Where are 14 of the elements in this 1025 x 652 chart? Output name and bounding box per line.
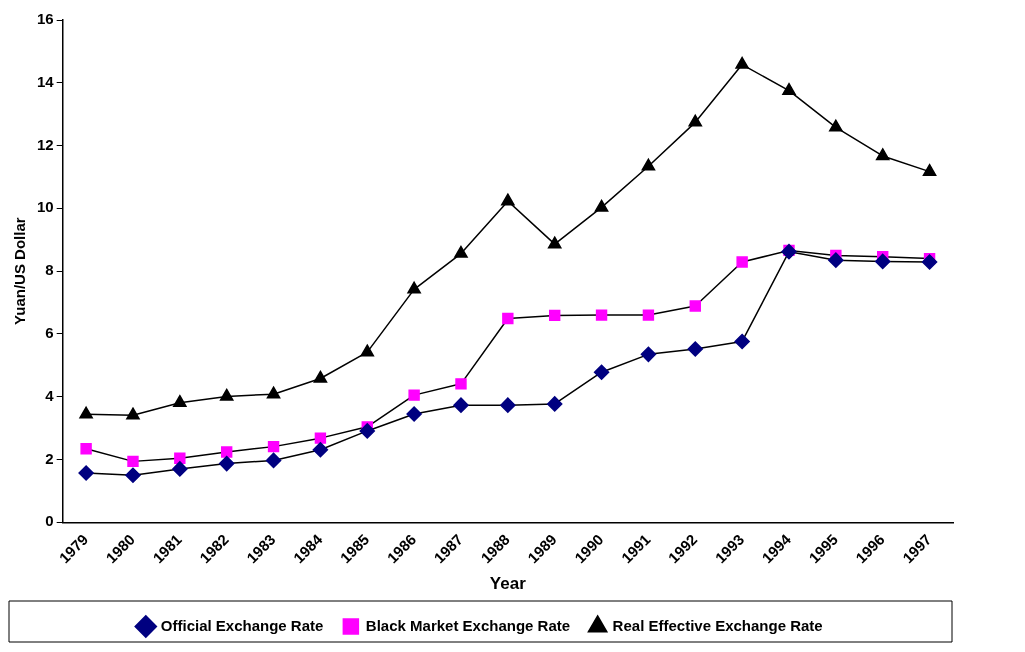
y-tick-label: 8 — [45, 261, 54, 279]
y-tick-label: 12 — [37, 135, 54, 153]
y-tick-label: 2 — [45, 449, 54, 467]
y-axis-title: Yuan/US Dollar — [11, 217, 29, 325]
y-tick-label: 10 — [37, 198, 54, 216]
legend-label: Black Market Exchange Rate — [365, 616, 571, 634]
y-tick-label: 6 — [45, 324, 54, 342]
y-tick-label: 0 — [45, 512, 54, 530]
legend-label: Official Exchange Rate — [160, 616, 324, 634]
y-tick-label: 4 — [45, 386, 55, 404]
y-tick-label: 16 — [37, 10, 54, 28]
x-axis-title: Year — [489, 574, 527, 594]
legend-label: Real Effective Exchange Rate — [612, 616, 823, 634]
y-tick-label: 14 — [37, 72, 55, 90]
